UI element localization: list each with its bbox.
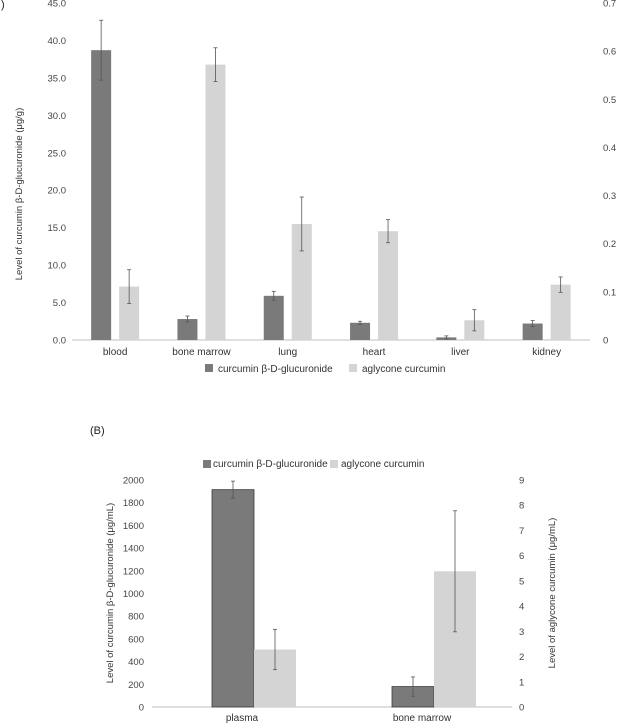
y-left-tick-label: 1200 <box>123 566 144 577</box>
y-left-tick-label: 25.0 <box>48 148 67 159</box>
y-left-tick-label: 20.0 <box>48 186 67 197</box>
y-right-tick-label: 5 <box>519 576 524 587</box>
y-left-tick-label: 400 <box>128 657 144 668</box>
bar-glucuronide-blood <box>91 50 112 341</box>
bar-aglycone-kidney <box>550 284 571 340</box>
y-left-tick-label: 1800 <box>123 498 144 509</box>
y-right-tick-label: 2 <box>519 652 524 663</box>
y-right-tick-label: 0.3 <box>603 191 616 202</box>
panel-b-right-ticks: 0 1 2 3 4 5 6 7 8 9 <box>519 476 524 714</box>
y-right-tick-label: 6 <box>519 551 524 562</box>
bar-glucuronide-plasma <box>211 489 255 708</box>
y-right-tick-label: 9 <box>519 476 524 487</box>
panel-a-legend-swatch-aglycone <box>349 364 357 372</box>
panel-b-legend-label-glucuronide: curcumin β-D-glucuronide <box>213 459 328 470</box>
y-left-tick-label: 5.0 <box>53 298 66 309</box>
y-right-tick-label: 7 <box>519 526 524 537</box>
y-left-tick-label: 10.0 <box>48 261 67 272</box>
y-right-tick-label: 3 <box>519 627 524 638</box>
bar-aglycone-lung <box>291 223 312 340</box>
panel-b-label: (B) <box>90 425 105 437</box>
category-label: kidney <box>532 347 561 358</box>
panel-a-label: ) <box>1 0 5 11</box>
panel-a-legend-swatch-glucuronide <box>205 364 213 372</box>
bar-glucuronide-bone-marrow <box>177 319 198 340</box>
bar-glucuronide-lung <box>263 295 284 340</box>
bar-glucuronide-kidney <box>522 323 543 340</box>
y-right-tick-label: 0.1 <box>603 287 616 298</box>
panel-a-legend-label-aglycone: aglycone curcumin <box>362 364 445 375</box>
panel-b: (B) curcumin β-D-glucuronide aglycone cu… <box>90 425 558 724</box>
y-right-tick-label: 1 <box>519 677 524 688</box>
panel-a-right-ticks: 0 0.1 0.2 0.3 0.4 0.5 0.6 0.7 <box>603 0 616 347</box>
panel-b-bars <box>211 489 476 708</box>
category-label: lung <box>278 347 297 358</box>
bar-aglycone-bone-marrow <box>205 64 226 340</box>
bar-aglycone-blood <box>119 286 140 340</box>
panel-b-legend-swatch-glucuronide <box>203 460 211 468</box>
panel-b-error-bars <box>231 480 457 697</box>
bar-glucuronide-heart <box>350 322 371 340</box>
y-right-tick-label: 8 <box>519 501 524 512</box>
y-left-tick-label: 200 <box>128 680 144 691</box>
panel-b-category-labels: plasma bone marrow <box>226 713 452 724</box>
y-right-tick-label: 0 <box>519 703 524 714</box>
y-left-tick-label: 1000 <box>123 589 144 600</box>
y-left-tick-label: 600 <box>128 634 144 645</box>
category-label: bone marrow <box>172 347 231 358</box>
panel-a-bars <box>91 50 571 341</box>
panel-b-legend-label-aglycone: aglycone curcumin <box>341 459 424 470</box>
y-left-tick-label: 45.0 <box>48 0 67 10</box>
panel-a-category-labels: blood bone marrow lung heart liver kidney <box>103 347 561 358</box>
y-left-tick-label: 800 <box>128 612 144 623</box>
category-label: blood <box>103 347 127 358</box>
panel-b-legend-swatch-aglycone <box>330 460 338 468</box>
y-right-tick-label: 0.5 <box>603 95 616 106</box>
panel-a-legend: curcumin β-D-glucuronide aglycone curcum… <box>205 364 445 375</box>
panel-a: ) 0.0 5.0 10.0 15.0 20.0 25.0 30.0 35.0 40.0 45.0… <box>1 0 616 375</box>
panel-a-left-ticks: 0.0 5.0 10.0 15.0 20.0 25.0 30.0 35.0 40.0 45.0 <box>48 0 67 347</box>
y-left-tick-label: 30.0 <box>48 111 67 122</box>
y-right-tick-label: 0 <box>603 336 608 347</box>
y-right-tick-label: 4 <box>519 602 524 613</box>
y-right-tick-label: 0.2 <box>603 239 616 250</box>
panel-b-y-left-title: Level of curcumin β-D-glucuronide (μg/mL… <box>105 503 116 683</box>
y-left-tick-label: 1600 <box>123 521 144 532</box>
category-label: heart <box>363 347 386 358</box>
y-left-tick-label: 0.0 <box>53 336 66 347</box>
category-label: liver <box>451 347 470 358</box>
category-label: plasma <box>226 713 259 724</box>
panel-b-left-ticks: 0 200 400 600 800 1000 1200 1400 1600 1800 2000 <box>123 476 144 714</box>
y-left-tick-label: 40.0 <box>48 36 67 47</box>
panel-b-legend: curcumin β-D-glucuronide aglycone curcum… <box>203 459 424 470</box>
panel-a-error-bars <box>99 19 563 340</box>
y-left-tick-label: 0 <box>139 703 144 714</box>
bar-aglycone-heart <box>378 231 399 340</box>
y-right-tick-label: 0.4 <box>603 143 616 154</box>
y-left-tick-label: 2000 <box>123 476 144 487</box>
y-right-tick-label: 0.7 <box>603 0 616 10</box>
y-left-tick-label: 35.0 <box>48 73 67 84</box>
y-left-tick-label: 1400 <box>123 544 144 555</box>
y-right-tick-label: 0.6 <box>603 47 616 58</box>
panel-a-legend-label-glucuronide: curcumin β-D-glucuronide <box>218 364 333 375</box>
panel-a-y-left-title: Level of curcumin β-D-glucuronide (μg/g) <box>14 108 25 281</box>
category-label: bone marrow <box>393 713 452 724</box>
panel-b-y-right-title: Level of aglycone curcumin (μg/mL) <box>547 518 558 669</box>
y-left-tick-label: 15.0 <box>48 223 67 234</box>
